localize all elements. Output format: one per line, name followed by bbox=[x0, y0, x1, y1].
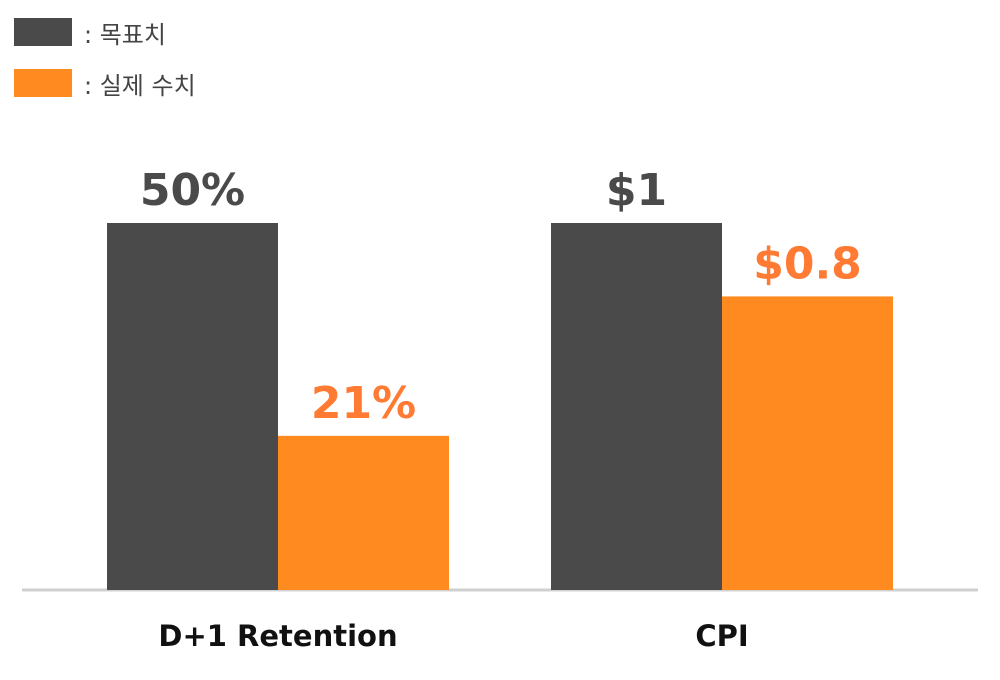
data-label-target-0: 50% bbox=[140, 165, 245, 216]
legend-item-target: : 목표치 bbox=[14, 14, 196, 50]
chart-legend: : 목표치 : 실제 수치 bbox=[14, 14, 196, 116]
legend-label-target: : 목표치 bbox=[84, 20, 166, 49]
legend-item-actual: : 실제 수치 bbox=[14, 65, 196, 101]
legend-label-actual: : 실제 수치 bbox=[84, 71, 196, 100]
legend-swatch-target bbox=[14, 18, 72, 46]
category-label-0: D+1 Retention bbox=[158, 619, 397, 653]
bar-target-1 bbox=[551, 223, 722, 590]
bar-actual-1 bbox=[722, 296, 893, 590]
data-label-actual-0: 21% bbox=[311, 378, 416, 429]
legend-swatch-actual bbox=[14, 69, 72, 97]
bar-actual-0 bbox=[278, 435, 449, 590]
data-label-target-1: $1 bbox=[606, 165, 667, 216]
data-label-actual-1: $0.8 bbox=[753, 238, 862, 289]
category-label-1: CPI bbox=[695, 619, 748, 653]
bar-target-0 bbox=[107, 223, 278, 590]
